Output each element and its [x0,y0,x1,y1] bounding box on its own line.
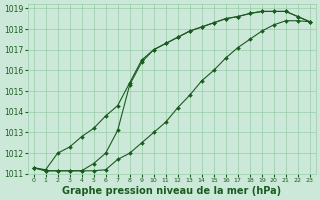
X-axis label: Graphe pression niveau de la mer (hPa): Graphe pression niveau de la mer (hPa) [62,186,281,196]
